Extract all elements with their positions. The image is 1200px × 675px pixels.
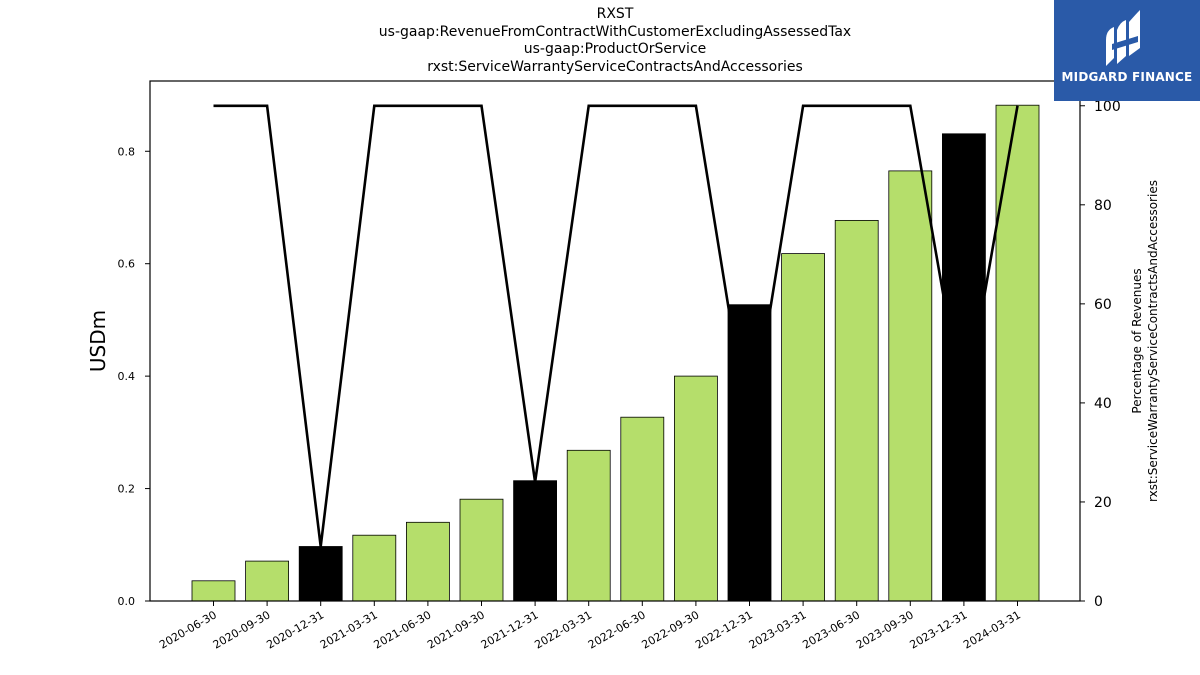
y-tick-label-0.6: 0.6: [118, 258, 136, 271]
y-right-tick-label-40: 40: [1094, 396, 1112, 412]
x-tick-label-2020-09-30: 2020-09-30: [211, 608, 273, 651]
title-line-ticker: RXST: [596, 6, 634, 22]
bar-2024-03-31: [995, 104, 1040, 602]
bar-2020-09-30: [245, 560, 290, 602]
bar-2022-03-31: [566, 449, 611, 602]
bar-2023-03-31: [781, 253, 825, 602]
x-tick-label-2021-03-31: 2021-03-31: [318, 608, 380, 651]
bar-2021-09-30: [459, 498, 504, 602]
title-line-axis: us-gaap:ProductOrService: [523, 41, 707, 57]
x-tick-label-2020-12-31: 2020-12-31: [264, 608, 326, 651]
x-tick-label-2022-12-31: 2022-12-31: [693, 608, 755, 651]
x-tick-label-2021-06-30: 2021-06-30: [372, 608, 434, 651]
x-tick-label-2024-03-31: 2024-03-31: [961, 608, 1023, 651]
bar-2022-09-30: [674, 375, 718, 602]
y-tick-label-0.4: 0.4: [118, 370, 136, 383]
y-right-tick-label-80: 80: [1094, 198, 1112, 214]
y-axis-right: 0 20 40 60 80 100: [1080, 99, 1121, 610]
y-right-tick-label-20: 20: [1094, 495, 1112, 511]
bar-2022-06-30: [620, 416, 665, 602]
logo-mark-icon: [1106, 10, 1140, 66]
y-tick-label-0.8: 0.8: [118, 145, 136, 158]
chart-title: RXST us-gaap:RevenueFromContractWithCust…: [150, 6, 1080, 76]
plot-frame: [149, 80, 1081, 602]
y-tick-label-0.0: 0.0: [118, 595, 136, 608]
y-tick-label-0.2: 0.2: [118, 483, 136, 496]
title-line-member: rxst:ServiceWarrantyServiceContractsAndA…: [427, 58, 803, 75]
title-line-concept: us-gaap:RevenueFromContractWithCustomerE…: [378, 23, 852, 40]
y-axis-right-label-line1: Percentage of Revenues: [1130, 268, 1144, 413]
x-tick-label-2022-03-31: 2022-03-31: [532, 608, 594, 651]
x-tick-label-2023-09-30: 2023-09-30: [854, 608, 916, 651]
x-tick-label-2023-12-31: 2023-12-31: [908, 608, 970, 651]
y-right-tick-label-60: 60: [1094, 297, 1112, 313]
x-tick-label-2021-12-31: 2021-12-31: [479, 608, 541, 651]
bar-2023-06-30: [834, 219, 879, 602]
bar-2023-12-31: [942, 133, 986, 602]
bar-2021-06-30: [405, 521, 450, 602]
y-axis-label: USDm: [86, 310, 110, 372]
bar-2020-06-30: [191, 580, 236, 602]
y-right-tick-label-0: 0: [1094, 594, 1103, 610]
bar-2021-12-31: [513, 480, 557, 602]
bar-2023-09-30: [888, 170, 933, 602]
logo-text: MIDGARD FINANCE: [1061, 70, 1193, 84]
bar-2020-12-31: [298, 546, 343, 602]
y-right-tick-label-100: 100: [1094, 99, 1121, 115]
x-axis: 2020-06-302020-09-302020-12-312021-03-31…: [157, 601, 1023, 652]
midgard-finance-logo: MIDGARD FINANCE: [1054, 0, 1200, 101]
y-axis-right-label-line2: rxst:ServiceWarrantyServiceContractsAndA…: [1146, 180, 1160, 502]
x-tick-label-2022-09-30: 2022-09-30: [640, 608, 702, 651]
x-tick-label-2022-06-30: 2022-06-30: [586, 608, 648, 651]
percentage-line-path: [213, 104, 1019, 547]
x-tick-label-2020-06-30: 2020-06-30: [157, 608, 219, 651]
bar-2021-03-31: [352, 534, 397, 602]
x-tick-label-2021-09-30: 2021-09-30: [425, 608, 487, 651]
bars: [191, 104, 1040, 602]
x-tick-label-2023-06-30: 2023-06-30: [800, 608, 862, 651]
x-tick-label-2023-03-31: 2023-03-31: [747, 608, 809, 651]
y-axis-left: 0.0 0.2 0.4 0.6 0.8: [118, 145, 150, 608]
percentage-line: [213, 104, 1019, 547]
